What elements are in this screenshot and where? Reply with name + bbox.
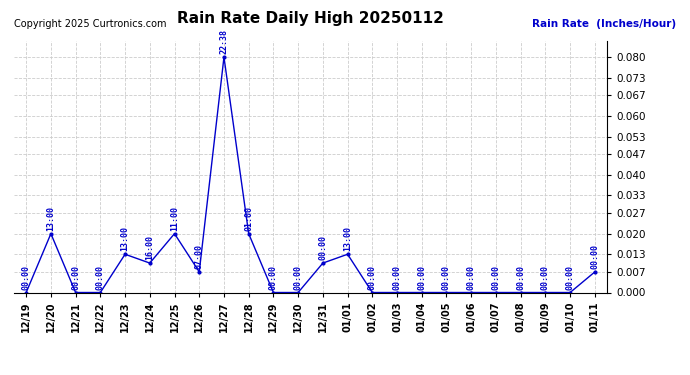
Text: 00:00: 00:00 xyxy=(71,264,80,290)
Text: Rain Rate  (Inches/Hour): Rain Rate (Inches/Hour) xyxy=(532,19,676,29)
Text: 00:00: 00:00 xyxy=(541,264,550,290)
Text: 01:00: 01:00 xyxy=(244,206,253,231)
Text: 00:00: 00:00 xyxy=(516,264,525,290)
Text: 00:00: 00:00 xyxy=(491,264,500,290)
Text: 00:00: 00:00 xyxy=(318,235,327,260)
Text: 00:00: 00:00 xyxy=(566,264,575,290)
Text: 00:00: 00:00 xyxy=(294,264,303,290)
Text: 11:00: 11:00 xyxy=(170,206,179,231)
Text: Rain Rate Daily High 20250112: Rain Rate Daily High 20250112 xyxy=(177,11,444,26)
Text: 00:00: 00:00 xyxy=(466,264,475,290)
Text: 13:00: 13:00 xyxy=(121,226,130,251)
Text: 00:00: 00:00 xyxy=(368,264,377,290)
Text: Copyright 2025 Curtronics.com: Copyright 2025 Curtronics.com xyxy=(14,19,166,29)
Text: 00:00: 00:00 xyxy=(393,264,402,290)
Text: 13:00: 13:00 xyxy=(46,206,55,231)
Text: 07:00: 07:00 xyxy=(195,244,204,269)
Text: 00:00: 00:00 xyxy=(591,244,600,269)
Text: 00:00: 00:00 xyxy=(442,264,451,290)
Text: 22:38: 22:38 xyxy=(219,29,228,54)
Text: 00:00: 00:00 xyxy=(417,264,426,290)
Text: 00:00: 00:00 xyxy=(269,264,278,290)
Text: 00:00: 00:00 xyxy=(21,264,30,290)
Text: 16:00: 16:00 xyxy=(146,235,155,260)
Text: 00:00: 00:00 xyxy=(96,264,105,290)
Text: 13:00: 13:00 xyxy=(343,226,352,251)
